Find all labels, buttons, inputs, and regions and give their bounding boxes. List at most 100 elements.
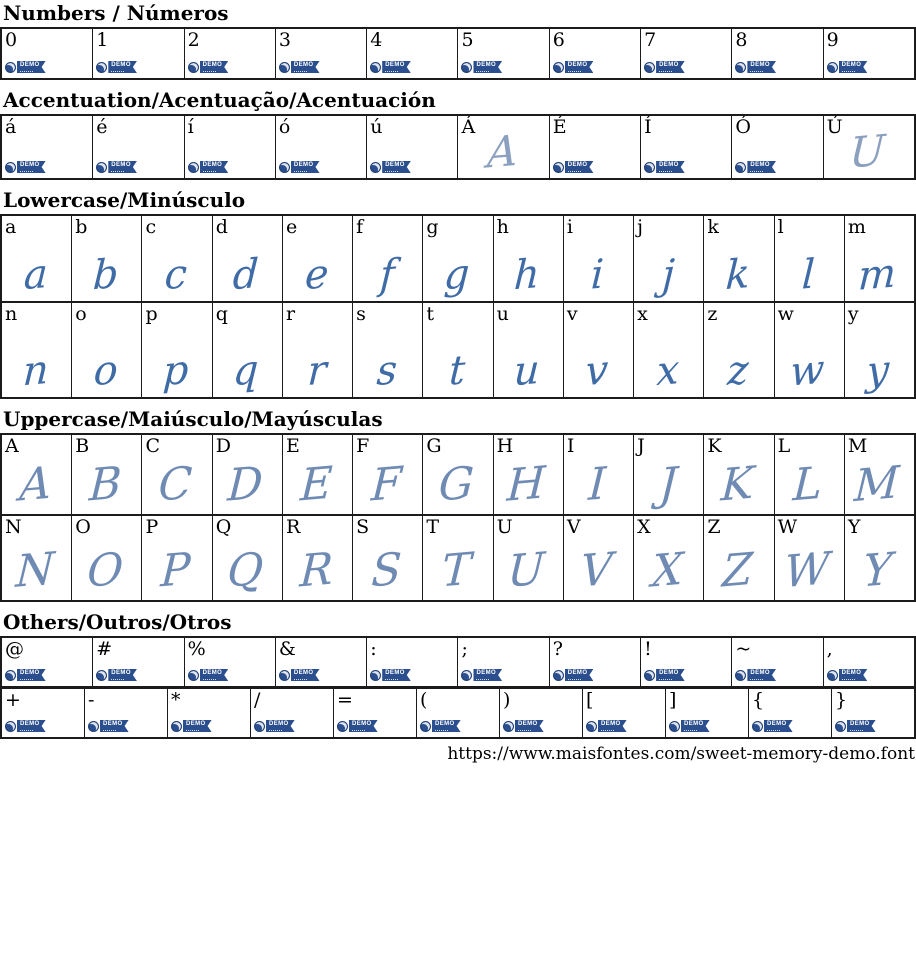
character-cell-Í: Í DEMO (641, 116, 733, 178)
maisfontes-logo-icon (278, 161, 290, 173)
demo-badge-label: DEMO (202, 161, 223, 168)
character-cell-): ) DEMO (500, 689, 583, 737)
maisfontes-logo-icon (420, 720, 431, 732)
script-glyph: G (437, 457, 476, 512)
demo-badge-label: DEMO (601, 720, 621, 727)
script-glyph: U (506, 543, 547, 598)
character-label: Ú (826, 116, 843, 138)
script-glyph: z (726, 346, 750, 396)
maisfontes-logo-icon (461, 61, 473, 73)
demo-watermark-badge: DEMO (5, 720, 46, 732)
script-glyph: H (505, 457, 547, 512)
character-label: Y (847, 516, 861, 538)
character-label: ( (420, 689, 428, 711)
character-label: R (285, 516, 301, 538)
script-glyph: Y (862, 543, 894, 598)
character-label: H (496, 435, 514, 457)
script-glyph: P (159, 543, 192, 598)
character-row-2: + DEMO - DEMO * DEMO / DEMO = DEMO (DEMO) DEMO [DEMO… (0, 687, 916, 739)
script-glyph: g (442, 250, 471, 300)
demo-watermark-badge: DEMO (187, 669, 229, 681)
demo-badge-subtext (186, 728, 199, 731)
script-glyph: A (485, 125, 519, 178)
character-cell-0: 0 DEMO (2, 29, 94, 78)
demo-badge-subtext (293, 69, 307, 72)
script-glyph: e (303, 250, 330, 300)
maisfontes-logo-icon (752, 720, 763, 732)
script-glyph: q (232, 346, 261, 396)
character-label: 1 (96, 29, 109, 51)
script-glyph: v (584, 346, 610, 396)
maisfontes-logo-icon (96, 161, 108, 173)
character-label: h (496, 216, 509, 238)
character-cell-á: á DEMO (2, 116, 94, 178)
section-lowercase: Lowercase/Minúsculo a a b b c c d d e e f f g g h h i i j j k… (0, 189, 916, 399)
character-label: 4 (370, 29, 383, 51)
script-glyph: R (298, 543, 334, 598)
demo-badge-subtext (202, 677, 216, 680)
demo-watermark-badge: DEMO (278, 161, 320, 173)
demo-ribbon: DEMO (564, 161, 594, 173)
character-cell-1: 1 DEMO (93, 29, 185, 78)
demo-badge-label: DEMO (111, 669, 131, 676)
character-cell-Ó: Ó DEMO (732, 116, 824, 178)
demo-badge-label: DEMO (476, 669, 497, 676)
character-label: S (356, 516, 370, 538)
demo-ribbon: DEMO (382, 161, 411, 173)
character-label: É (552, 116, 567, 138)
demo-ribbon: DEMO (17, 161, 46, 173)
demo-badge-label: DEMO (385, 669, 405, 676)
character-label: m (847, 216, 866, 238)
character-label: e (285, 216, 298, 238)
character-label: Í (644, 116, 652, 138)
demo-watermark-badge: DEMO (735, 61, 776, 73)
character-row-1: 0 DEMO 1 DEMO 2 DEMO 3 DEMO 4 DEMO 5 DEMO 6 DEMO 7 DEMO… (0, 27, 916, 80)
character-label: % (187, 638, 206, 660)
script-glyph: l (800, 251, 817, 299)
character-cell-{: {DEMO (749, 689, 832, 737)
maisfontes-logo-icon (278, 61, 290, 73)
font-page-url: https://www.maisfontes.com/sweet-memory-… (447, 744, 915, 764)
demo-badge-subtext (601, 728, 614, 731)
character-cell-2: 2 DEMO (185, 29, 276, 78)
demo-ribbon: DEMO (108, 161, 137, 173)
demo-badge-subtext (659, 69, 673, 72)
demo-badge-label: DEMO (435, 720, 455, 727)
character-label: P (145, 516, 159, 538)
character-cell-/: / DEMO (251, 689, 334, 737)
maisfontes-logo-icon (370, 669, 382, 681)
maisfontes-logo-icon (735, 161, 747, 173)
script-glyph: a (22, 250, 49, 300)
maisfontes-logo-icon (5, 669, 16, 681)
character-label: ú (370, 116, 383, 138)
character-cell-@: @ DEMO (2, 638, 94, 686)
character-cell-&: & DEMO (276, 638, 368, 686)
demo-ribbon: DEMO (515, 720, 544, 732)
character-label: M (847, 435, 868, 457)
maisfontes-logo-icon (5, 720, 16, 732)
demo-watermark-badge: DEMO (187, 161, 229, 173)
character-label: + (5, 689, 21, 711)
demo-watermark-badge: DEMO (735, 161, 776, 173)
character-cell-É: É DEMO (550, 116, 642, 178)
demo-badge-subtext (111, 677, 125, 680)
demo-ribbon: DEMO (183, 720, 212, 732)
character-label: ! (644, 638, 652, 660)
